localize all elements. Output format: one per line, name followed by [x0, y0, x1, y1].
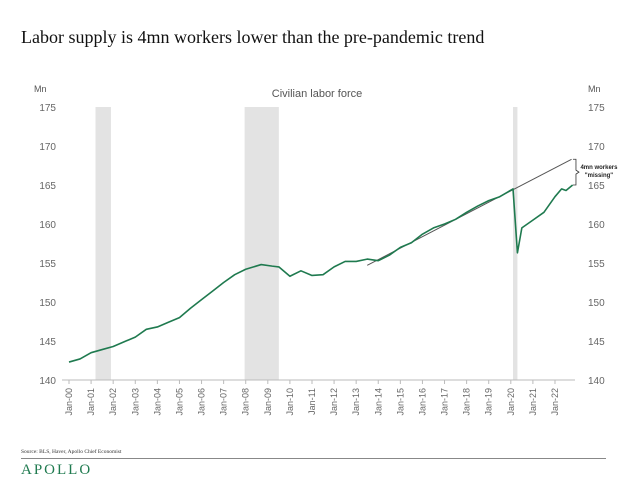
annotation-bracket [572, 158, 580, 186]
page-title: Labor supply is 4mn workers lower than t… [21, 27, 485, 47]
x-tick-label: Jan-02 [108, 388, 118, 416]
x-tick-label: Jan-16 [417, 388, 427, 416]
x-tick-label: Jan-09 [263, 388, 273, 416]
apollo-logo: APOLLO [21, 462, 93, 478]
x-tick-label: Jan-20 [506, 388, 516, 416]
chart-title: Civilian labor force [272, 88, 362, 100]
x-tick-label: Jan-17 [440, 388, 450, 416]
y-tick-label-right: 165 [588, 181, 605, 192]
source-note: Source: BLS, Haver, Apollo Chief Economi… [21, 449, 122, 455]
x-tick-label: Jan-19 [484, 388, 494, 416]
y-tick-label-left: 150 [39, 298, 56, 309]
x-tick-label: Jan-15 [395, 388, 405, 416]
x-tick-label: Jan-18 [462, 388, 472, 416]
y-tick-label-left: 165 [39, 181, 56, 192]
x-tick-label: Jan-11 [307, 388, 317, 415]
x-tick-label: Jan-00 [64, 388, 74, 416]
x-tick-label: Jan-06 [197, 388, 207, 416]
annotation-line1: 4mn workers [580, 165, 618, 171]
x-tick-label: Jan-13 [351, 388, 361, 416]
y-tick-label-right: 175 [588, 103, 605, 114]
x-tick-label: Jan-08 [241, 388, 251, 416]
x-tick-label: Jan-01 [86, 388, 96, 416]
x-tick-label: Jan-05 [174, 388, 184, 416]
recession-band [513, 107, 518, 380]
x-tick-label: Jan-03 [130, 388, 140, 416]
y-tick-label-left: 145 [39, 337, 56, 348]
recession-band [244, 107, 279, 380]
x-tick-label: Jan-04 [152, 388, 162, 416]
y-axis-label-left: Mn [34, 84, 47, 94]
y-tick-label-right: 155 [588, 259, 605, 270]
y-tick-label-right: 145 [588, 337, 605, 348]
series-line [68, 184, 574, 363]
y-tick-label-left: 160 [39, 220, 56, 231]
y-tick-label-right: 150 [588, 298, 605, 309]
y-tick-label-right: 160 [588, 220, 605, 231]
annotation-line2: "missing" [585, 173, 614, 179]
y-tick-label-left: 155 [39, 259, 56, 270]
y-tick-label-left: 170 [39, 142, 56, 153]
x-tick-label: Jan-07 [219, 388, 229, 416]
x-tick-label: Jan-22 [550, 388, 560, 416]
divider [21, 458, 606, 459]
y-axis-label-right: Mn [588, 84, 601, 94]
y-tick-label-left: 175 [39, 103, 56, 114]
y-tick-label-right: 140 [588, 376, 605, 387]
x-tick-label: Jan-12 [329, 388, 339, 416]
recession-band [95, 107, 111, 380]
x-tick-label: Jan-10 [285, 388, 295, 416]
y-tick-label-right: 170 [588, 142, 605, 153]
x-tick-label: Jan-14 [373, 388, 383, 416]
y-tick-label-left: 140 [39, 376, 56, 387]
x-tick-label: Jan-21 [528, 388, 538, 416]
